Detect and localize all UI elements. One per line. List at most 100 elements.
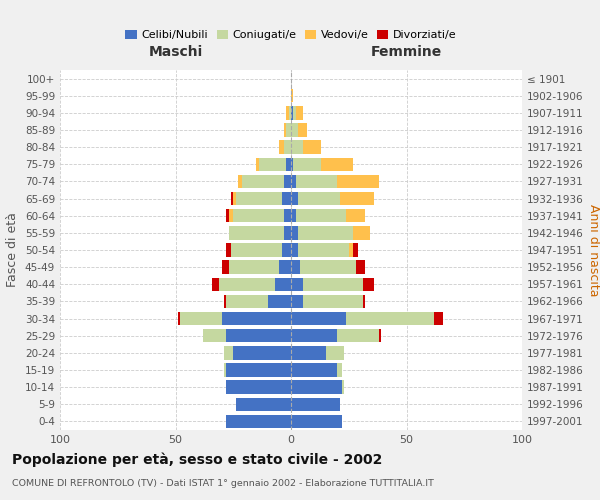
Bar [282, 244, 291, 256]
Bar [296, 174, 337, 188]
Bar [180, 312, 222, 326]
Bar [233, 192, 236, 205]
Bar [291, 346, 326, 360]
Bar [337, 364, 342, 376]
Bar [229, 209, 233, 222]
Bar [226, 380, 291, 394]
Bar [362, 294, 365, 308]
Bar [203, 329, 226, 342]
Bar [284, 174, 291, 188]
Bar [326, 346, 344, 360]
Bar [298, 226, 353, 239]
Bar [284, 124, 286, 136]
Bar [284, 140, 291, 154]
Bar [291, 364, 337, 376]
Bar [289, 106, 291, 120]
Bar [291, 260, 300, 274]
Bar [222, 312, 291, 326]
Bar [302, 140, 321, 154]
Bar [226, 329, 291, 342]
Bar [321, 158, 353, 171]
Bar [300, 260, 356, 274]
Bar [353, 244, 358, 256]
Bar [212, 278, 220, 291]
Bar [434, 312, 443, 326]
Bar [231, 192, 233, 205]
Bar [231, 244, 282, 256]
Bar [298, 244, 349, 256]
Bar [220, 278, 275, 291]
Bar [229, 260, 280, 274]
Bar [302, 278, 362, 291]
Bar [291, 398, 340, 411]
Bar [242, 174, 284, 188]
Bar [298, 124, 307, 136]
Bar [236, 192, 282, 205]
Bar [291, 209, 296, 222]
Bar [291, 106, 293, 120]
Bar [296, 106, 302, 120]
Bar [291, 124, 298, 136]
Bar [229, 226, 284, 239]
Bar [346, 312, 434, 326]
Bar [286, 106, 289, 120]
Bar [236, 398, 291, 411]
Bar [226, 209, 229, 222]
Bar [298, 192, 340, 205]
Bar [346, 209, 365, 222]
Bar [337, 329, 379, 342]
Text: Maschi: Maschi [148, 45, 203, 59]
Bar [291, 89, 293, 102]
Bar [291, 329, 337, 342]
Bar [178, 312, 180, 326]
Bar [280, 260, 291, 274]
Bar [291, 294, 302, 308]
Bar [356, 260, 365, 274]
Bar [293, 158, 321, 171]
Bar [256, 158, 259, 171]
Bar [353, 226, 370, 239]
Bar [286, 158, 291, 171]
Text: COMUNE DI REFRONTOLO (TV) - Dati ISTAT 1° gennaio 2002 - Elaborazione TUTTITALIA: COMUNE DI REFRONTOLO (TV) - Dati ISTAT 1… [12, 479, 434, 488]
Bar [296, 209, 346, 222]
Y-axis label: Fasce di età: Fasce di età [7, 212, 19, 288]
Y-axis label: Anni di nascita: Anni di nascita [587, 204, 600, 296]
Bar [291, 140, 302, 154]
Bar [291, 158, 293, 171]
Bar [291, 174, 296, 188]
Bar [291, 244, 298, 256]
Bar [349, 244, 353, 256]
Bar [286, 124, 291, 136]
Bar [280, 140, 284, 154]
Bar [337, 174, 379, 188]
Bar [291, 414, 342, 428]
Bar [226, 414, 291, 428]
Text: Femmine: Femmine [371, 45, 442, 59]
Bar [340, 192, 374, 205]
Legend: Celibi/Nubili, Coniugati/e, Vedovi/e, Divorziati/e: Celibi/Nubili, Coniugati/e, Vedovi/e, Di… [121, 25, 461, 44]
Bar [379, 329, 381, 342]
Bar [224, 364, 226, 376]
Bar [233, 209, 284, 222]
Bar [342, 380, 344, 394]
Bar [302, 294, 362, 308]
Bar [291, 192, 298, 205]
Text: Popolazione per età, sesso e stato civile - 2002: Popolazione per età, sesso e stato civil… [12, 452, 382, 467]
Bar [291, 312, 346, 326]
Bar [291, 226, 298, 239]
Bar [291, 278, 302, 291]
Bar [275, 278, 291, 291]
Bar [224, 346, 233, 360]
Bar [284, 226, 291, 239]
Bar [238, 174, 242, 188]
Bar [268, 294, 291, 308]
Bar [284, 209, 291, 222]
Bar [222, 260, 229, 274]
Bar [291, 380, 342, 394]
Bar [226, 244, 231, 256]
Bar [224, 294, 226, 308]
Bar [226, 294, 268, 308]
Bar [226, 364, 291, 376]
Bar [362, 278, 374, 291]
Bar [293, 106, 296, 120]
